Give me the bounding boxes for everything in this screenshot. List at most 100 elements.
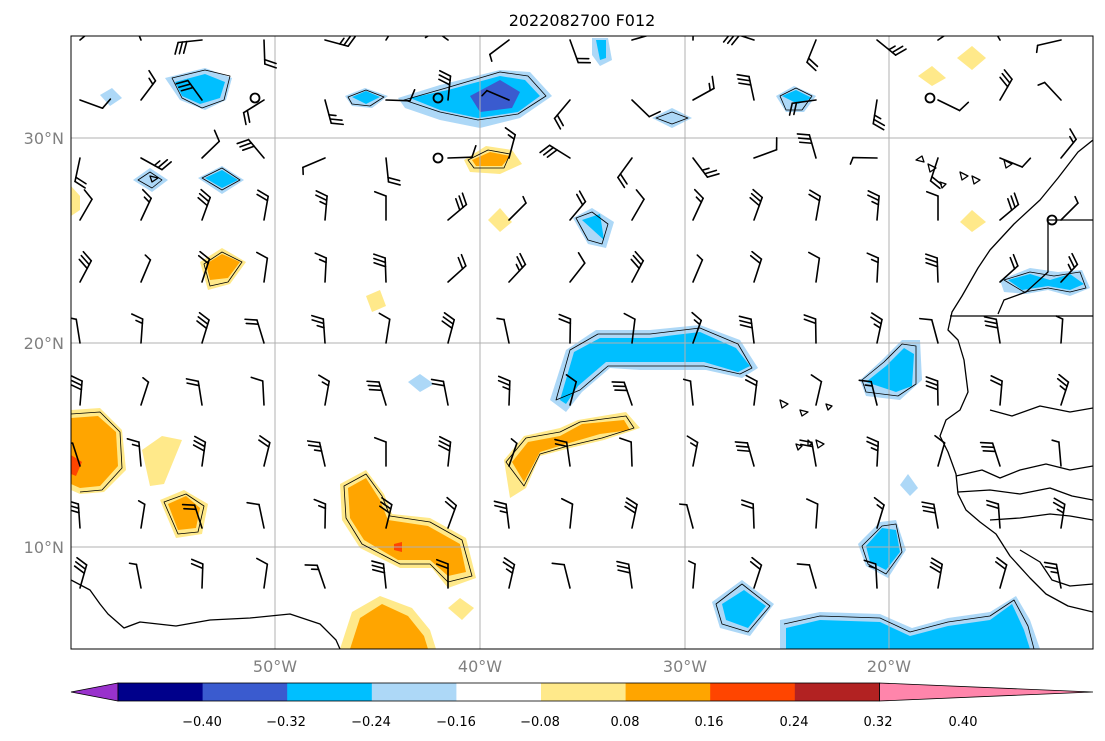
wind-barb (313, 498, 327, 529)
wind-barb (682, 378, 694, 406)
wind-barb (435, 558, 449, 589)
wind-barb (738, 315, 755, 344)
wind-barb (1060, 128, 1077, 159)
wind-barb (246, 501, 265, 529)
lon-label-30w: 30°W (663, 657, 707, 676)
wind-barb (990, 375, 1003, 406)
wind-barb (753, 136, 778, 159)
wind-barb (1051, 439, 1062, 467)
wind-barb (196, 311, 210, 344)
colorbar-tick: −0.40 (182, 715, 222, 730)
wind-barb (497, 375, 511, 406)
colorbar-swatch (287, 683, 373, 701)
wind-barb (71, 317, 81, 344)
wind-barb (876, 39, 907, 56)
wind-barb (1055, 315, 1064, 344)
colorbar-swatch (456, 683, 542, 701)
wind-barb (558, 313, 572, 344)
wind-barb (438, 435, 452, 467)
wind-barb (190, 558, 204, 589)
wind-barb (569, 39, 592, 64)
wind-barb (385, 88, 416, 102)
wind-barb (263, 39, 277, 69)
figure-title: 2022082700 F012 (509, 11, 656, 30)
wind-barb (324, 36, 356, 48)
wind-barb (441, 312, 456, 344)
colorbar-swatch (794, 683, 880, 701)
lat-label-30n: 30°N (24, 129, 64, 148)
wind-barb (979, 441, 1001, 467)
wind-barb (744, 374, 758, 406)
wind-barb (631, 36, 649, 41)
wind-barb (430, 378, 449, 406)
wind-barb (379, 497, 393, 529)
wind-barb (919, 317, 939, 344)
wind-barb (691, 311, 703, 344)
colorbar-swatches (70, 682, 1094, 702)
wind-barb (630, 250, 645, 283)
colorbar-swatch (371, 683, 457, 701)
wind-barb (508, 195, 527, 221)
wind-barb (616, 560, 633, 589)
wind-barb (366, 380, 387, 406)
wind-barb (937, 36, 946, 41)
wind-barb (631, 189, 645, 221)
wind-barb (929, 157, 943, 190)
wind-barb (1056, 373, 1070, 406)
colorbar-tick: 0.40 (949, 715, 978, 730)
wind-barb (373, 436, 387, 467)
wind-barb (140, 188, 152, 221)
anomaly-fill-layer (71, 38, 1090, 649)
wind-barb (805, 498, 819, 529)
wind-barb (986, 499, 1001, 529)
wind-barb (256, 557, 269, 589)
wind-barb (504, 127, 517, 159)
wind-barb (796, 563, 817, 589)
colorbar-tick: −0.24 (351, 715, 391, 730)
colorbar-tick: −0.16 (436, 715, 476, 730)
wind-barb (447, 145, 477, 159)
wind-barb (385, 36, 390, 41)
wind-barb (934, 434, 946, 467)
wind-barb (692, 75, 715, 101)
wind-barb (873, 496, 885, 529)
wind-barb (137, 500, 146, 529)
wind-barb (569, 252, 586, 283)
wind-barb (796, 133, 817, 159)
wind-barb (929, 557, 943, 589)
wind-barb (539, 144, 571, 159)
map-content (71, 36, 1093, 649)
wind-barb (858, 379, 878, 406)
wind-barb (866, 436, 880, 467)
wind-barb (71, 442, 81, 467)
wind-barb (71, 501, 81, 529)
wind-barb (447, 253, 467, 283)
wind-barb (1060, 252, 1079, 283)
wind-barb (866, 252, 880, 283)
wind-barb (371, 560, 387, 589)
wind-barb (983, 316, 1001, 344)
wind-barb (244, 318, 265, 344)
coastlines (71, 139, 1093, 649)
wind-barb (569, 190, 587, 221)
wind-barb (624, 497, 638, 529)
calm-marker (432, 92, 444, 104)
calm-marker (924, 92, 936, 104)
colorbar-tick: 0.32 (864, 715, 893, 730)
wind-barb (73, 556, 88, 589)
colorbar-swatch (541, 683, 627, 701)
wind-barb (508, 438, 518, 467)
wind-barb (140, 376, 150, 406)
wind-barb (806, 39, 819, 72)
wind-barb (554, 438, 571, 467)
wind-barb (1035, 39, 1062, 54)
wind-barb (318, 374, 330, 406)
colorbar-border (117, 682, 880, 702)
wind-barb (315, 190, 328, 221)
wind-barb (863, 559, 878, 589)
wind-barb (803, 314, 817, 344)
wind-barb (995, 556, 1008, 589)
wind-barb (925, 253, 939, 283)
wind-barb (79, 189, 93, 221)
positive-anomaly-areas (71, 46, 986, 649)
